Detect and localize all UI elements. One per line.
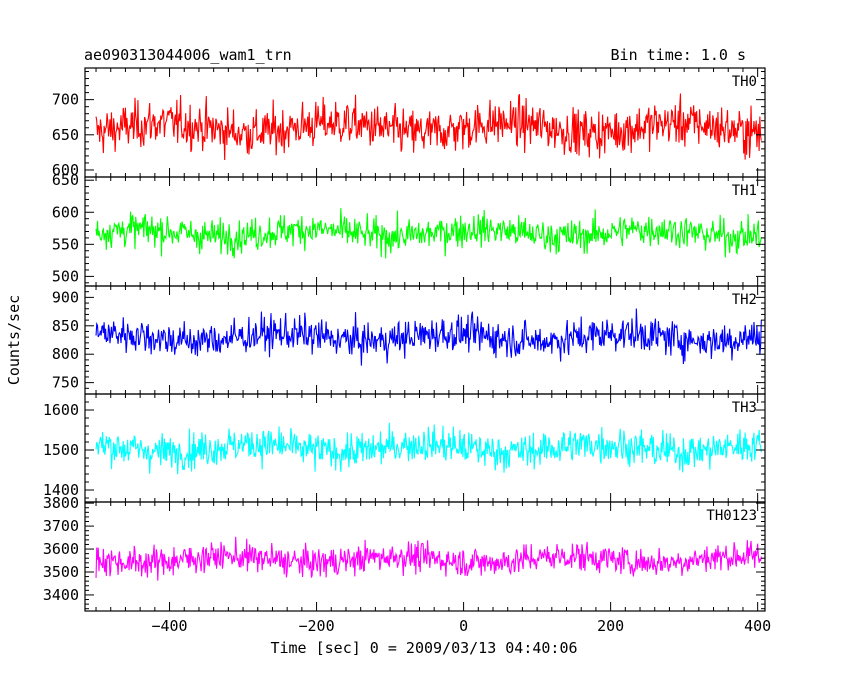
panel-th1: 500 550 600 650 TH1 <box>52 171 766 287</box>
series-label-th0123: TH0123 <box>706 508 757 524</box>
y-tick-label: 850 <box>52 317 79 335</box>
series-label-th2: TH2 <box>732 292 757 308</box>
x-tick-label: 200 <box>597 617 624 635</box>
chart-title: ae090313044006_wam1_trn <box>84 46 292 64</box>
panel-th0: 600 650 700 TH0 <box>52 67 766 179</box>
x-tick-label: 0 <box>459 617 468 635</box>
y-tick-label: 3700 <box>43 517 79 535</box>
series-label-th3: TH3 <box>732 400 757 416</box>
y-tick-label: 600 <box>52 203 79 221</box>
panel-th2: 750 800 850 900 TH2 <box>52 285 766 395</box>
panel-th3: 1400 1500 1600 TH3 <box>43 393 766 503</box>
y-tick-label: 600 <box>52 161 79 179</box>
series-label-th1: TH1 <box>732 183 757 199</box>
y-tick-label: 500 <box>52 267 79 285</box>
series-label-th0: TH0 <box>732 74 757 90</box>
y-tick-label: 3600 <box>43 540 79 558</box>
x-tick-label: −400 <box>151 617 187 635</box>
y-tick-label: 550 <box>52 235 79 253</box>
y-tick-label: 700 <box>52 91 79 109</box>
x-axis-title: Time [sec] 0 = 2009/03/13 04:40:06 <box>270 639 577 657</box>
series-line-th3 <box>95 422 762 475</box>
y-tick-label: 1400 <box>43 481 79 499</box>
y-tick-label: 1600 <box>43 401 79 419</box>
panel-frame <box>84 501 766 612</box>
panel-frame <box>84 67 766 178</box>
y-tick-label: 900 <box>52 288 79 306</box>
y-tick-label: 800 <box>52 345 79 363</box>
y-tick-label: 750 <box>52 374 79 392</box>
series-line-th2 <box>95 308 762 366</box>
bin-time-label: Bin time: 1.0 s <box>611 46 746 64</box>
x-tick-label: 400 <box>744 617 771 635</box>
y-tick-label: 3400 <box>43 586 79 604</box>
series-line-th1 <box>95 208 762 259</box>
y-tick-label: 1500 <box>43 441 79 459</box>
x-tick-label: −200 <box>299 617 335 635</box>
panel-th0123: 3400 3500 3600 3700 3800 TH0123 <box>43 494 766 612</box>
y-tick-label: 650 <box>52 171 79 189</box>
y-tick-label: 650 <box>52 126 79 144</box>
series-line-th0 <box>95 93 762 160</box>
y-axis-title: Counts/sec <box>5 295 23 385</box>
y-tick-label: 3800 <box>43 494 79 512</box>
series-line-th0123 <box>95 536 762 581</box>
y-tick-label: 3500 <box>43 563 79 581</box>
